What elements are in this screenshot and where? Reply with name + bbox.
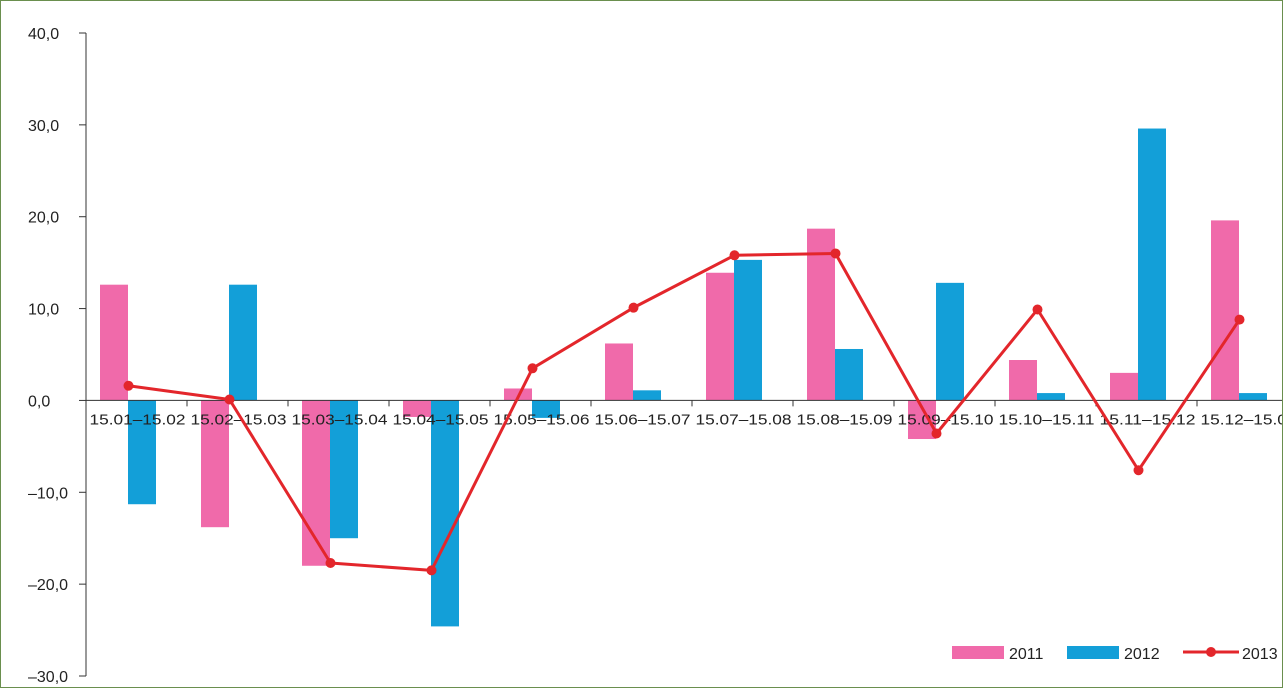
point-2013 [325, 558, 336, 569]
bar-2011 [706, 272, 734, 401]
y-tick-label: –30,0 [28, 669, 68, 686]
bar-2011 [1110, 372, 1138, 401]
point-2013 [1032, 304, 1043, 315]
y-axis: 40,0 30,0 20,0 10,0 0,0 –10,0 –20,0 –30,0 [28, 26, 87, 686]
bar-2011 [100, 284, 128, 401]
bar-2012 [835, 348, 863, 401]
bar-2011 [403, 400, 431, 417]
y-tick-label: 40,0 [28, 26, 59, 43]
bar-2011 [807, 228, 835, 401]
y-tick-label: 30,0 [28, 118, 59, 135]
category-label: 15.05–15.06 [494, 411, 590, 428]
bar-2012 [1138, 128, 1166, 401]
y-tick-label: –20,0 [28, 577, 68, 594]
bar-2012 [936, 282, 964, 401]
category-label: 15.01–15.02 [90, 411, 186, 428]
bar-2012 [1239, 393, 1267, 401]
x-axis: 15.01–15.02 15.02–15.03 15.03–15.04 15.04–1… [85, 399, 1283, 428]
category-label: 15.09–15.10 [898, 411, 994, 428]
legend-label-2012: 2012 [1124, 646, 1160, 663]
category-label: 15.06–15.07 [595, 411, 691, 428]
series-2011-bars [100, 220, 1239, 566]
point-2013 [1234, 314, 1245, 325]
category-label: 15.07–15.08 [696, 411, 792, 428]
point-2013 [628, 302, 639, 313]
series-2013-path [128, 251, 1241, 572]
legend-swatch-2012 [1067, 646, 1119, 659]
bar-2012 [330, 400, 358, 539]
bar-2012 [431, 400, 459, 627]
category-label: 15.08–15.09 [797, 411, 893, 428]
category-label: 15.10–15.11 [999, 411, 1095, 428]
point-2013 [931, 428, 942, 439]
legend: 2011 2012 2013 [952, 646, 1278, 663]
bar-2011 [605, 343, 633, 401]
point-2013 [123, 380, 134, 391]
bar-2011 [1009, 360, 1037, 401]
bar-2012 [128, 400, 156, 505]
series-2013-line [123, 248, 1245, 576]
category-label: 15.12–15.01 [1201, 411, 1283, 428]
y-tick-label: –10,0 [28, 485, 68, 502]
point-2013 [426, 565, 437, 576]
category-label: 15.02–15.03 [191, 411, 287, 428]
bar-2012 [734, 259, 762, 401]
category-label: 15.11–15.12 [1100, 411, 1196, 428]
bar-2011 [201, 400, 229, 528]
y-tick-label: 10,0 [28, 302, 59, 319]
point-2013 [527, 363, 538, 374]
bar-2012 [633, 390, 661, 401]
legend-label-2011: 2011 [1009, 646, 1044, 663]
point-2013 [729, 250, 740, 261]
legend-label-2013: 2013 [1242, 646, 1278, 663]
legend-swatch-2013-marker [1206, 647, 1216, 657]
bar-2011 [1211, 220, 1239, 401]
legend-swatch-2011 [952, 646, 1004, 659]
point-2013 [830, 248, 841, 259]
category-label: 15.03–15.04 [292, 411, 388, 428]
y-tick-label: 20,0 [28, 210, 59, 227]
point-2013 [1133, 465, 1144, 476]
bar-2012 [1037, 393, 1065, 401]
category-label: 15.04–15.05 [393, 411, 489, 428]
bar-2012 [532, 400, 560, 418]
series-2012-bars [128, 128, 1267, 627]
point-2013 [224, 394, 235, 405]
bar-2012 [229, 284, 257, 401]
y-tick-label: 0,0 [28, 393, 50, 410]
